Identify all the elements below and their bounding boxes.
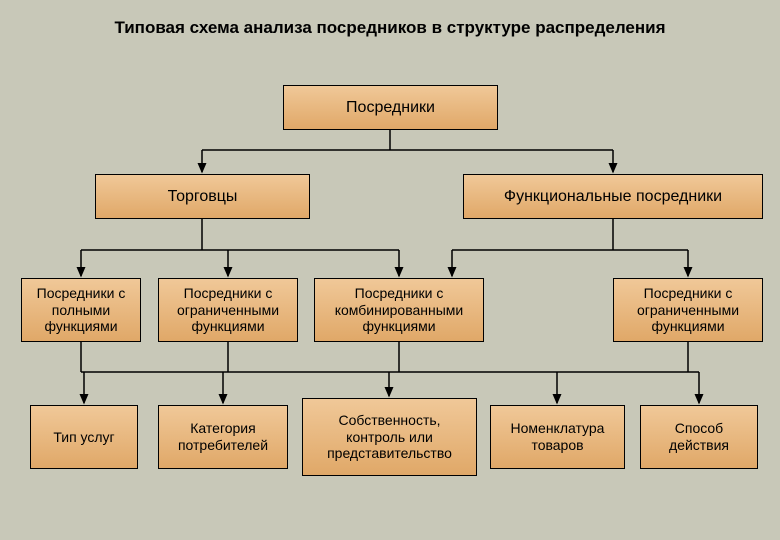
node-l3-3: Посредники с комбинированными функциями — [314, 278, 484, 342]
node-l4-5: Способ действия — [640, 405, 758, 469]
node-root: Посредники — [283, 85, 498, 130]
node-l2-left: Торговцы — [95, 174, 310, 219]
node-l2-right: Функциональные посредники — [463, 174, 763, 219]
node-l3-1: Посредники с полными функциями — [21, 278, 141, 342]
node-l4-2: Категория потребителей — [158, 405, 288, 469]
node-l4-3: Собственность, контроль или представител… — [302, 398, 477, 476]
node-l4-1: Тип услуг — [30, 405, 138, 469]
node-l3-4: Посредники с ограниченными функциями — [613, 278, 763, 342]
node-l3-2: Посредники с ограниченными функциями — [158, 278, 298, 342]
node-l4-4: Номенклатура товаров — [490, 405, 625, 469]
diagram-title: Типовая схема анализа посредников в стру… — [0, 18, 780, 38]
